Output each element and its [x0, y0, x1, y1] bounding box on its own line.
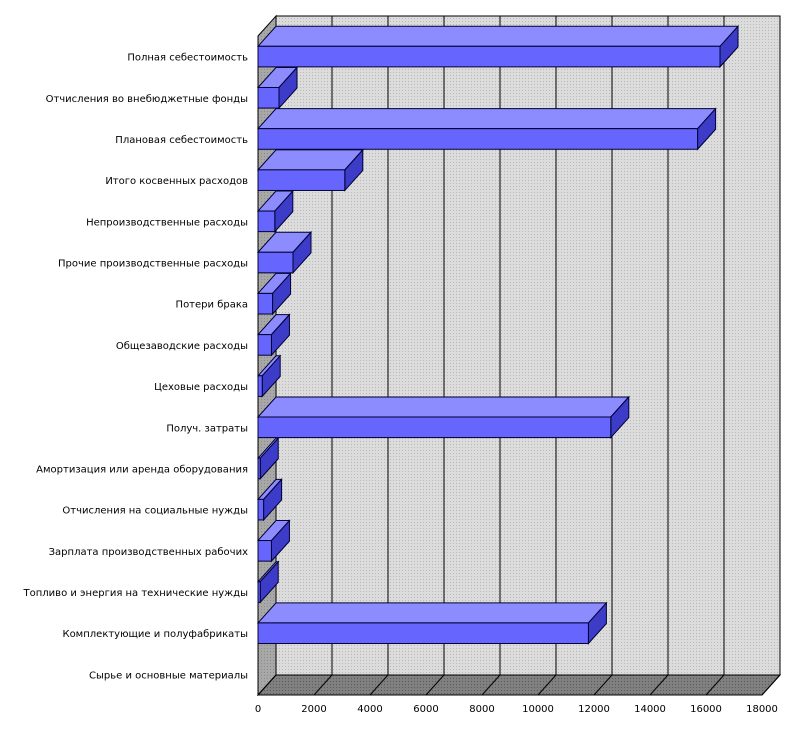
- category-label: Полная себестоимость: [127, 53, 248, 64]
- bar: [256, 313, 291, 357]
- floor-gridline: [761, 674, 781, 696]
- floor-gridline: [649, 674, 669, 696]
- category-label: Общезаводские расходы: [116, 341, 248, 352]
- floor-gridline: [593, 674, 613, 696]
- floor-gridline: [705, 674, 725, 696]
- category-label: Отчисления во внебюджетные фонды: [46, 94, 248, 105]
- bar: [256, 107, 717, 151]
- bar: [256, 560, 280, 604]
- category-label: Топливо и энергия на технические нужды: [23, 588, 248, 599]
- bar: [256, 272, 292, 316]
- x-tick-label: 18000: [746, 704, 778, 715]
- bar-front-face: [257, 128, 699, 150]
- floor-gridline: [537, 674, 557, 696]
- bar: [256, 66, 299, 110]
- x-tick-label: 14000: [634, 704, 666, 715]
- bar-front-face: [257, 210, 276, 233]
- bar-front-face: [257, 169, 346, 191]
- bar-front-face: [257, 622, 589, 645]
- bar-front-face: [257, 416, 612, 439]
- category-label: Итого косвенных расходов: [105, 176, 248, 187]
- bar: [256, 354, 282, 398]
- category-label: Амортизация или аренда оборудования: [36, 464, 248, 475]
- x-tick-label: 16000: [690, 704, 722, 715]
- x-tick-label: 8000: [469, 704, 494, 715]
- bar: [256, 148, 364, 192]
- x-tick-label: 6000: [413, 704, 438, 715]
- bar-front-face: [257, 375, 263, 397]
- category-label: Непроизводственные расходы: [86, 217, 248, 228]
- bar-front-face: [257, 292, 274, 315]
- x-tick-label: 0: [255, 704, 261, 715]
- category-label: Потери брака: [176, 300, 248, 311]
- x-tick-label: 12000: [578, 704, 610, 715]
- x-tick-label: 4000: [357, 704, 382, 715]
- bar: [256, 395, 630, 439]
- category-label: Цеховые расходы: [154, 382, 248, 393]
- category-label: Отчисления на социальные нужды: [62, 506, 248, 517]
- bar: [256, 478, 283, 522]
- bar-front-face: [257, 457, 261, 480]
- bar-front-face: [257, 251, 294, 274]
- category-label: Комплектующие и полуфабрикаты: [62, 629, 248, 640]
- floor: [256, 674, 782, 696]
- category-label: Прочие производственные расходы: [58, 259, 248, 270]
- bar-front-face: [257, 540, 272, 562]
- floor-gridline: [313, 674, 333, 696]
- bar-front-face: [257, 86, 280, 109]
- bar-front-face: [257, 45, 721, 68]
- category-label: Зарплата производственных рабочих: [49, 547, 248, 558]
- floor-gridline: [425, 674, 445, 696]
- bar-top-face: [256, 108, 717, 130]
- category-labels: Полная себестоимость Отчисления во внебюд…: [23, 53, 249, 682]
- bars: [256, 24, 740, 645]
- bar: [256, 519, 291, 563]
- bar: [256, 230, 313, 275]
- bar-front-face: [257, 581, 261, 603]
- floor-gridline: [257, 674, 277, 696]
- floor-gridline: [369, 674, 389, 696]
- category-label: Сырье и основные материалы: [89, 670, 248, 681]
- x-axis-tick-labels: 0 2000 4000 6000 8000 10000 12000 14000 16000 180…: [255, 704, 778, 715]
- floor-gridline: [481, 674, 501, 696]
- bar: [256, 436, 280, 481]
- category-label: Плановая себестоимость: [115, 135, 248, 146]
- bar-top-face: [256, 25, 740, 47]
- x-tick-label: 10000: [522, 704, 554, 715]
- bar-front-face: [257, 334, 272, 356]
- bar-top-face: [256, 396, 630, 418]
- bar: [256, 24, 740, 69]
- bar: [256, 189, 294, 233]
- bar-top-face: [256, 602, 608, 624]
- bar: [256, 601, 608, 645]
- category-label: Получ. затраты: [166, 423, 248, 434]
- x-tick-label: 2000: [301, 704, 326, 715]
- bar-front-face: [257, 498, 265, 521]
